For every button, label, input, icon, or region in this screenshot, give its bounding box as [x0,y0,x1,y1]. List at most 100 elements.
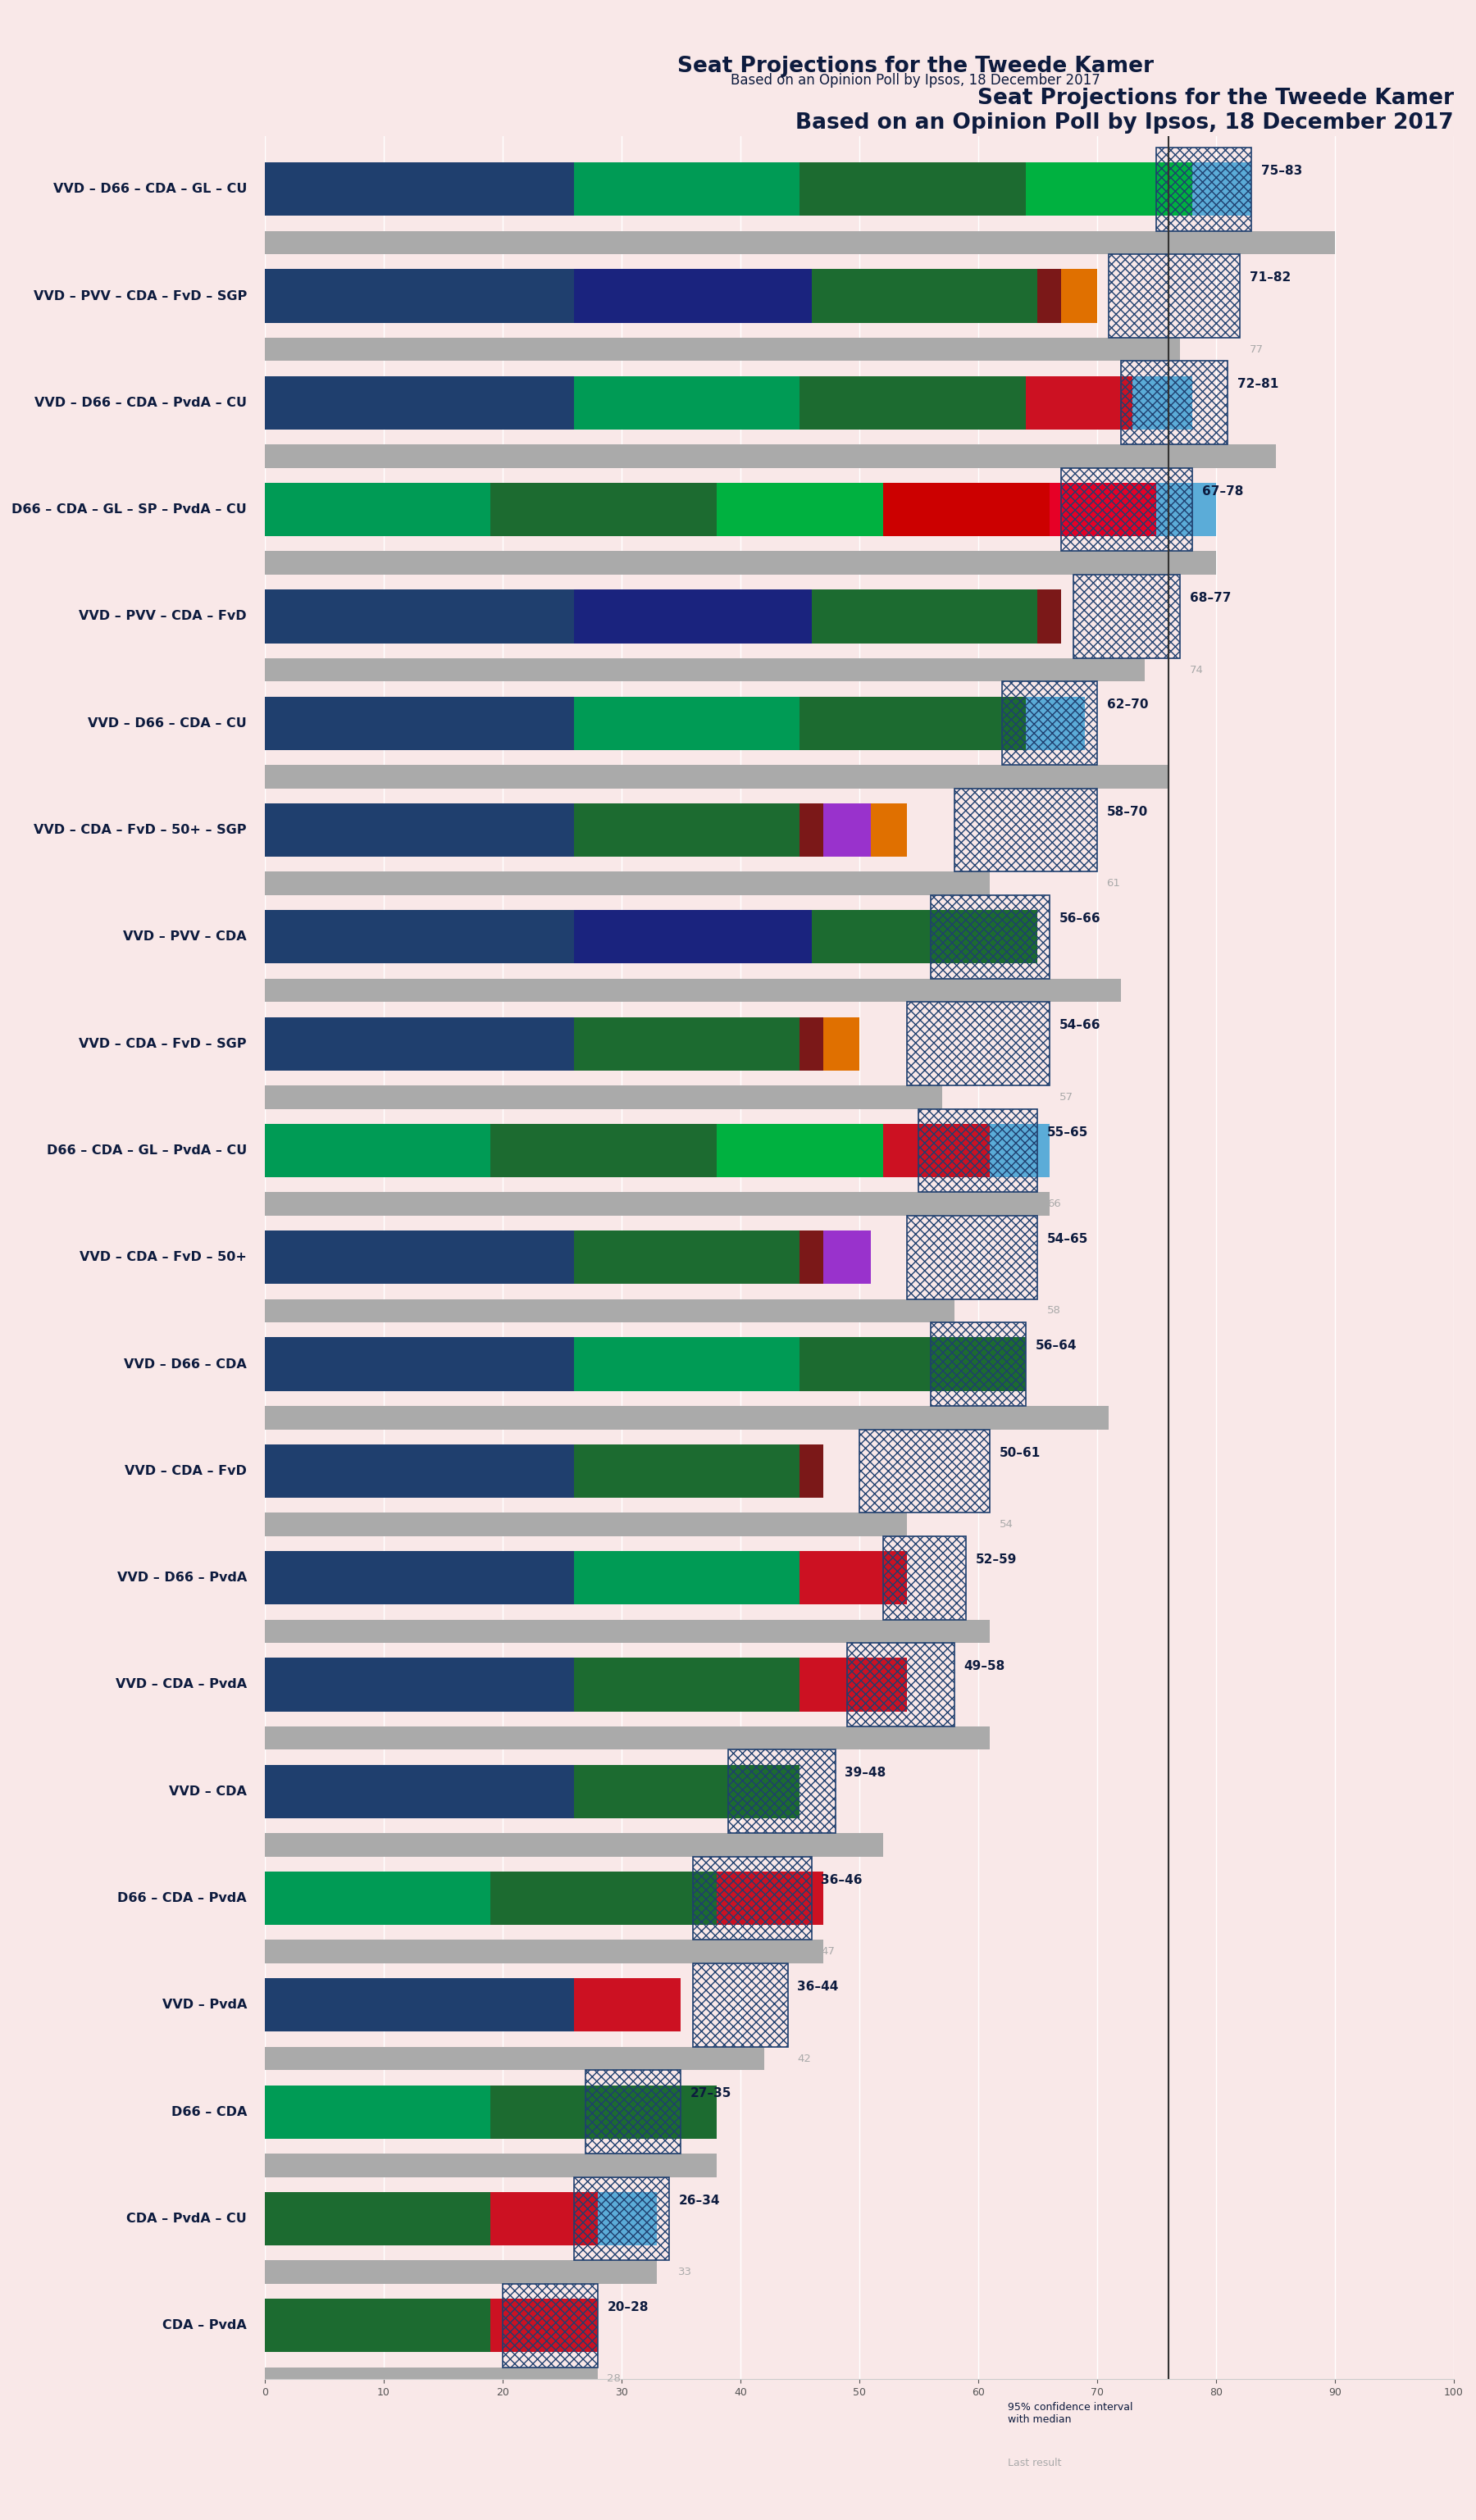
Bar [1049,484,1157,537]
Bar [1157,484,1216,537]
Bar [800,1552,906,1605]
Bar [264,1552,574,1605]
Bar [264,2084,490,2139]
Bar [264,1940,824,1963]
Text: 61: 61 [976,1625,989,1635]
Bar [1026,161,1193,217]
Bar [264,1726,990,1749]
Bar [264,804,574,857]
Bar [859,1429,990,1512]
Text: 72: 72 [1060,985,1073,995]
Text: 36–44: 36–44 [797,1981,838,1993]
Bar [800,1338,1026,1391]
Bar [574,1658,800,1711]
Bar [264,232,1334,255]
Bar [264,1512,906,1537]
Bar [574,1018,800,1071]
Bar [574,1978,680,2031]
Bar [264,1658,574,1711]
Bar [264,1832,883,1857]
Bar [883,1124,990,1177]
Text: 36–46: 36–46 [821,1875,862,1885]
Bar [264,375,574,428]
Bar [930,1323,1026,1406]
Bar [264,1444,574,1497]
Text: 54: 54 [999,1520,1014,1530]
Bar [871,804,906,857]
Bar [824,1018,859,1071]
Bar [264,766,1169,789]
Text: VVD – CDA: VVD – CDA [168,1784,246,1797]
Bar [1120,360,1228,444]
Bar [692,1963,788,2046]
Text: 95% confidence interval
with median: 95% confidence interval with median [1008,2402,1134,2424]
Text: VVD – PVV – CDA: VVD – PVV – CDA [123,930,246,942]
Bar [824,804,871,857]
Text: 61: 61 [964,1734,977,1744]
Bar [716,484,883,537]
Bar [574,910,812,963]
Text: 20–28: 20–28 [607,2301,648,2313]
Bar [847,1643,955,1726]
Bar [918,2384,1002,2442]
Bar [264,872,990,895]
Text: 57: 57 [1060,1091,1073,1101]
Bar [264,444,1275,469]
Bar [1061,270,1097,323]
Bar [1026,375,1132,428]
Text: 56–64: 56–64 [1035,1341,1076,1353]
Bar [264,1872,490,1925]
Text: CDA – PvdA: CDA – PvdA [162,2318,246,2331]
Bar [598,2192,657,2245]
Text: 58–70: 58–70 [1107,806,1148,819]
Text: 67–78: 67–78 [1201,486,1243,496]
Text: VVD – D66 – CDA – CU: VVD – D66 – CDA – CU [89,718,246,728]
Text: Seat Projections for the Tweede Kamer
Based on an Opinion Poll by Ipsos, 18 Dece: Seat Projections for the Tweede Kamer Ba… [796,88,1454,134]
Bar [729,1749,835,1832]
Bar [800,1018,824,1071]
Bar [264,696,574,751]
Bar [586,2071,680,2155]
Bar [264,2046,765,2071]
Bar [1026,696,1085,751]
Text: 28: 28 [607,2374,621,2384]
Text: D66 – CDA – GL – PvdA – CU: D66 – CDA – GL – PvdA – CU [46,1144,246,1157]
Bar [1061,469,1193,552]
Bar [812,270,1038,323]
Text: 55–65: 55–65 [1046,1126,1088,1139]
Text: 49–58: 49–58 [964,1661,1005,1673]
Bar [264,1018,574,1071]
Bar [1132,375,1193,428]
Text: VVD – PVV – CDA – FvD – SGP: VVD – PVV – CDA – FvD – SGP [34,290,246,302]
Bar [812,590,1038,643]
Bar [264,1978,574,2031]
Text: Seat Projections for the Tweede Kamer: Seat Projections for the Tweede Kamer [677,55,1153,76]
Bar [264,1192,1049,1215]
Text: D66 – CDA – PvdA: D66 – CDA – PvdA [118,1893,246,1905]
Bar [264,338,1181,360]
Bar [264,1298,955,1323]
Text: 75–83: 75–83 [1261,164,1302,176]
Text: 80: 80 [1201,557,1216,570]
Bar [812,910,1038,963]
Bar [264,1620,990,1643]
Bar [574,590,812,643]
Text: 52–59: 52–59 [976,1552,1017,1565]
Bar [574,1338,800,1391]
Text: 58: 58 [1046,1305,1061,1315]
Text: 61: 61 [1107,877,1120,890]
Bar [883,484,1049,537]
Bar [692,1857,812,1940]
Bar [264,2260,657,2283]
Bar [800,161,1026,217]
Bar [490,1872,716,1925]
Bar [906,1003,1049,1086]
Bar [800,804,824,857]
Bar [490,2084,716,2139]
Bar [1002,680,1097,766]
Text: 56–66: 56–66 [1060,912,1101,925]
Text: 54–65: 54–65 [1046,1232,1088,1245]
Bar [824,1230,871,1285]
Bar [574,375,800,428]
Text: Based on an Opinion Poll by Ipsos, 18 December 2017: Based on an Opinion Poll by Ipsos, 18 De… [731,73,1100,88]
